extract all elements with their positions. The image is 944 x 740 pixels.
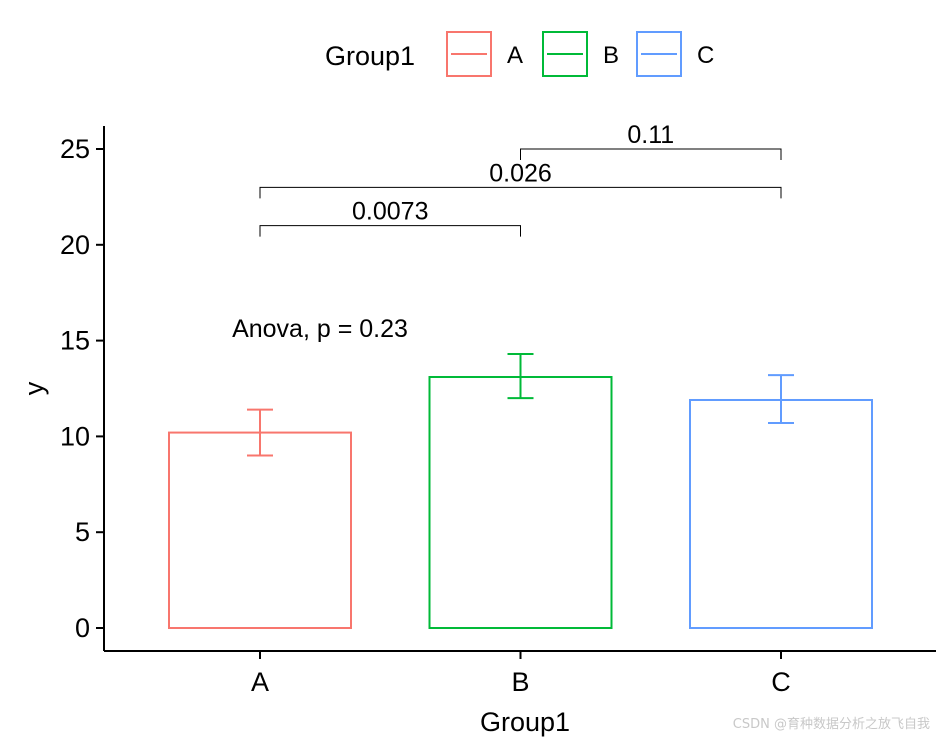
- comparison-pvalue-BC: 0.11: [627, 121, 674, 149]
- legend-key-B: [542, 31, 588, 77]
- axes: Group1 y Anova, p = 0.23 0 5 10 15 20 25 A B C: [19, 126, 936, 737]
- y-axis-label: y: [19, 381, 49, 395]
- legend-title: Group1: [325, 41, 415, 71]
- x-tick-label: B: [511, 667, 529, 697]
- legend-label-C: C: [697, 42, 714, 69]
- bar-C: [689, 398, 873, 630]
- comparison-bracket-AB: [259, 225, 521, 237]
- comparison-bracket-BC: [520, 148, 782, 160]
- y-tick-label: 5: [75, 517, 90, 547]
- plot-area: 0.0073 0.026 0.11: [168, 121, 873, 630]
- x-tick-label: A: [251, 667, 269, 697]
- bar-B: [428, 376, 613, 630]
- legend-label-B: B: [603, 42, 619, 69]
- y-tick-label: 20: [60, 230, 90, 260]
- x-axis-label: Group1: [480, 707, 570, 737]
- legend-key-C: [636, 31, 682, 77]
- watermark: CSDN @育种数据分析之放飞自我: [732, 717, 930, 732]
- y-tick-label: 25: [60, 134, 90, 164]
- comparison-pvalue-AC: 0.026: [489, 159, 552, 187]
- y-tick-label: 10: [60, 421, 90, 451]
- legend: Group1 A B C: [325, 31, 714, 77]
- y-tick-label: 15: [60, 326, 90, 356]
- x-tick-label: C: [771, 667, 791, 697]
- bar-A: [168, 431, 352, 630]
- anova-annotation: Anova, p = 0.23: [232, 315, 408, 343]
- legend-label-A: A: [507, 42, 523, 69]
- legend-key-A: [446, 31, 492, 77]
- y-tick-label: 0: [75, 613, 90, 643]
- comparison-pvalue-AB: 0.0073: [352, 198, 428, 226]
- comparison-bracket-AC: [259, 186, 782, 199]
